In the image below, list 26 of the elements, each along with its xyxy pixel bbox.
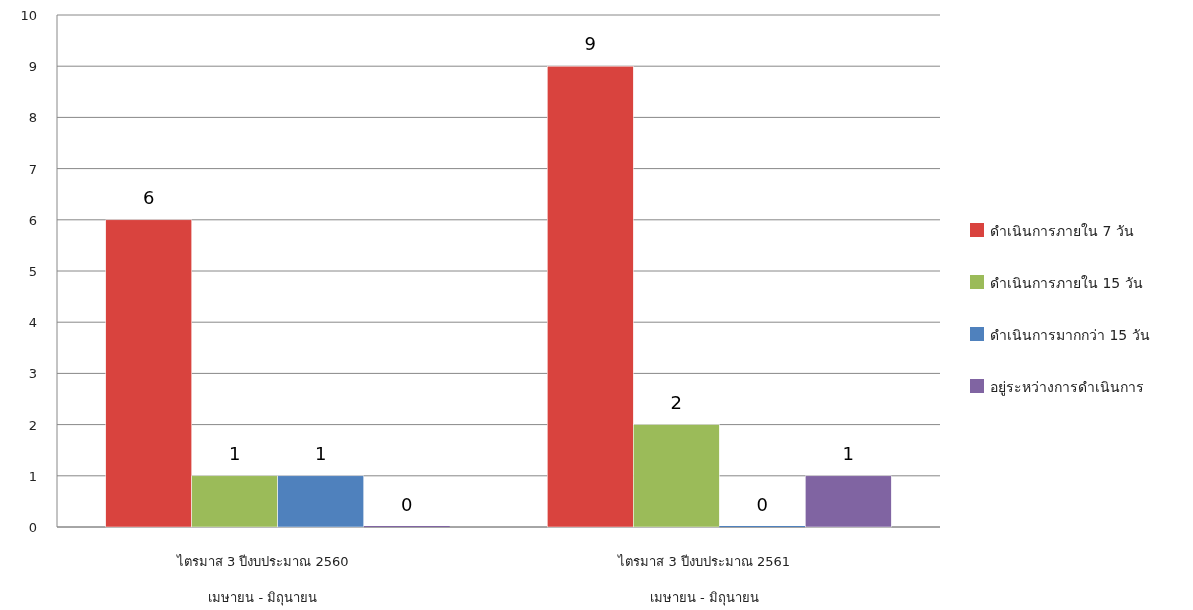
y-tick-label: 10 (20, 8, 37, 23)
y-tick-label: 8 (28, 110, 37, 126)
y-tick-label: 2 (28, 417, 37, 433)
category-label: ไตรมาส 3 ปีงบประมาณ 2561 เมษายน - มิถุนายน (618, 554, 791, 605)
legend-label: ดำเนินการมากกว่า 15 วัน (990, 327, 1150, 343)
data-label: 2 (670, 391, 682, 413)
data-label: 9 (584, 33, 596, 55)
y-tick-label: 7 (28, 161, 37, 177)
y-tick-label: 1 (28, 468, 37, 484)
y-tick-label: 3 (28, 366, 37, 382)
data-label: 6 (143, 186, 155, 208)
data-label: 0 (401, 494, 413, 515)
y-tick-label: 0 (28, 520, 37, 535)
y-tick-label: 9 (28, 59, 37, 75)
data-label: 1 (315, 442, 327, 464)
legend-label: อยู่ระหว่างการดำเนินการ (990, 379, 1144, 396)
data-label: 1 (229, 442, 241, 464)
category-label: ไตรมาส 3 ปีงบประมาณ 2560 เมษายน - มิถุนายน (176, 554, 349, 605)
data-label: 1 (842, 442, 854, 464)
y-tick-label: 5 (28, 264, 37, 279)
y-tick-label: 4 (28, 315, 37, 331)
data-label: 0 (756, 494, 768, 515)
y-tick-label: 6 (28, 212, 37, 228)
bar (805, 475, 892, 528)
legend-label: ดำเนินการภายใน 15 วัน (990, 275, 1143, 291)
legend-label: ดำเนินการภายใน 7 วัน (990, 223, 1134, 239)
